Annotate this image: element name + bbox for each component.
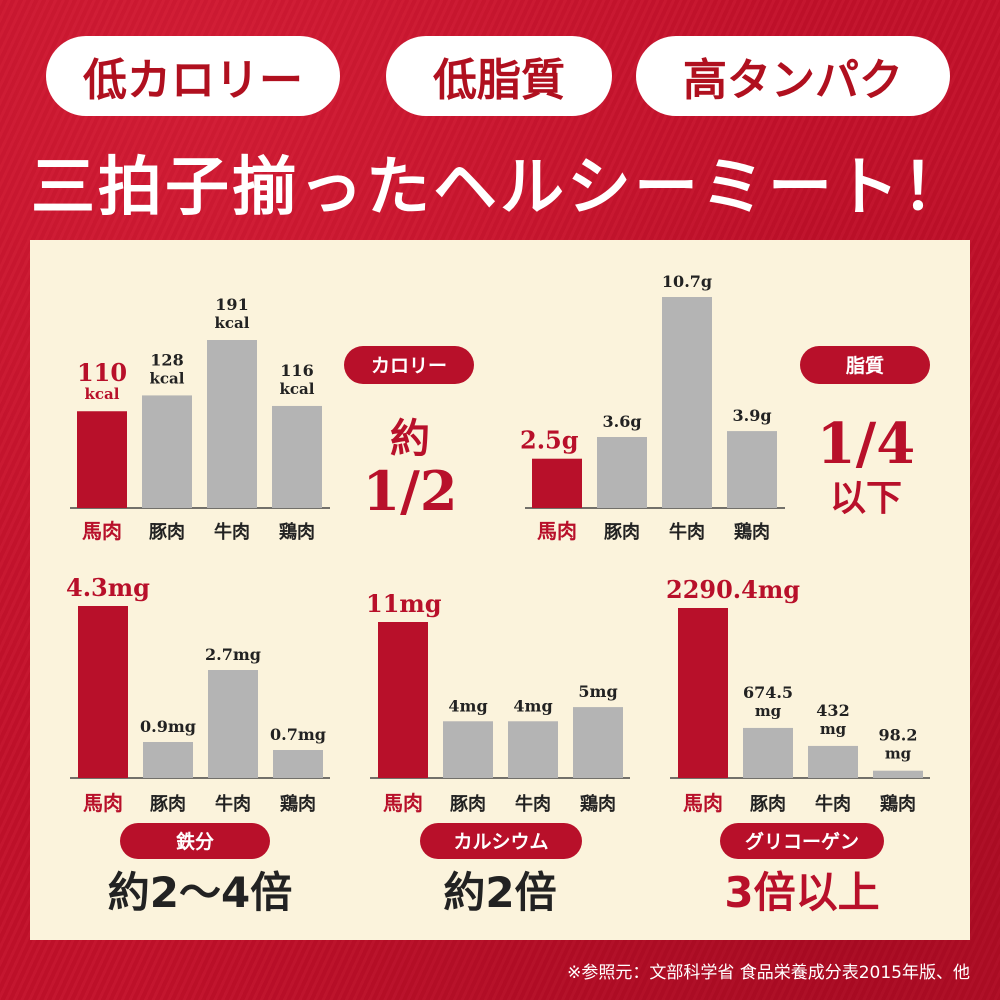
data-label-unit: mg bbox=[755, 702, 782, 720]
metric-badge-label: カロリー bbox=[371, 355, 447, 377]
data-label: 4.3mg bbox=[66, 573, 150, 602]
category-label: 馬肉 bbox=[83, 791, 123, 815]
metric-badge-label: 鉄分 bbox=[176, 830, 214, 853]
category-label: 鶏肉 bbox=[734, 521, 770, 543]
metric-badge bbox=[800, 346, 930, 384]
bar-horse bbox=[378, 622, 428, 778]
summary-text: 約2～4倍 bbox=[108, 868, 292, 917]
category-label: 牛肉 bbox=[815, 793, 851, 815]
metric-badge-label: グリコーゲン bbox=[745, 830, 859, 853]
data-label: 128 bbox=[150, 350, 183, 369]
summary-text: 約2倍 bbox=[443, 868, 556, 917]
bar-other bbox=[573, 707, 623, 778]
category-label: 牛肉 bbox=[515, 793, 551, 815]
metric-badge-label: カルシウム bbox=[453, 831, 548, 853]
bar-other bbox=[743, 727, 793, 778]
bar-other bbox=[273, 750, 323, 778]
category-label: 鶏肉 bbox=[279, 521, 315, 543]
summary-text: 3倍以上 bbox=[724, 868, 879, 917]
data-label-unit: kcal bbox=[85, 385, 120, 403]
bar-other bbox=[808, 745, 858, 778]
data-label: 191 bbox=[215, 295, 248, 314]
data-label-unit: kcal bbox=[215, 314, 250, 332]
data-label: 4mg bbox=[448, 696, 487, 715]
data-label-unit: mg bbox=[885, 745, 912, 763]
data-label: 10.7g bbox=[662, 272, 712, 291]
data-label-unit: kcal bbox=[150, 369, 185, 387]
data-label: 4mg bbox=[513, 696, 552, 715]
data-label: 432 bbox=[816, 701, 849, 720]
data-label: 0.7mg bbox=[270, 725, 326, 744]
category-label: 牛肉 bbox=[669, 521, 705, 543]
category-label: 豚肉 bbox=[750, 793, 786, 815]
metric-badge bbox=[720, 823, 884, 859]
data-label: 116 bbox=[280, 361, 313, 380]
metric-badge bbox=[120, 823, 270, 859]
bar-other bbox=[272, 405, 322, 508]
pill-high-protein: 高タンパク bbox=[636, 36, 950, 116]
data-label: 2290.4mg bbox=[666, 575, 800, 604]
bar-horse bbox=[77, 411, 127, 508]
category-label: 牛肉 bbox=[214, 521, 250, 543]
category-label: 牛肉 bbox=[215, 793, 251, 815]
data-label: 2.5g bbox=[520, 426, 579, 455]
metric-badge bbox=[344, 346, 474, 384]
bar-other bbox=[207, 340, 257, 508]
metric-badge-label: 脂質 bbox=[846, 354, 884, 377]
bar-other bbox=[443, 721, 493, 778]
category-label: 豚肉 bbox=[604, 521, 640, 543]
category-label: 馬肉 bbox=[537, 519, 577, 543]
pill-low-fat: 低脂質 bbox=[386, 36, 612, 116]
pill-low-calorie: 低カロリー bbox=[46, 36, 340, 116]
category-label: 馬肉 bbox=[683, 791, 723, 815]
bar-other bbox=[142, 395, 192, 508]
summary-bottom: 1/2 bbox=[363, 459, 458, 523]
summary-top: 約 bbox=[390, 416, 430, 462]
bar-other bbox=[143, 742, 193, 778]
bar-other bbox=[727, 431, 777, 508]
category-label: 鶏肉 bbox=[280, 793, 316, 815]
summary-bottom: 以下 bbox=[830, 478, 902, 519]
category-label: 馬肉 bbox=[82, 519, 122, 543]
data-label: 3.9g bbox=[732, 406, 771, 425]
footnote: ※参照元：文部科学省 食品栄養成分表2015年版、他 bbox=[567, 963, 970, 983]
bar-horse bbox=[532, 458, 582, 508]
headline: 三拍子揃ったヘルシーミート！ bbox=[31, 151, 969, 225]
bar-other bbox=[208, 670, 258, 778]
category-label: 鶏肉 bbox=[880, 793, 916, 815]
summary-top: 1/4 bbox=[817, 411, 915, 477]
bar-other bbox=[508, 721, 558, 778]
data-label: 3.6g bbox=[602, 412, 641, 431]
bar-other bbox=[662, 297, 712, 508]
category-label: 鶏肉 bbox=[580, 793, 616, 815]
metric-badge bbox=[420, 823, 582, 859]
data-label: 110 bbox=[77, 358, 127, 387]
data-label: 98.2 bbox=[879, 726, 918, 745]
category-label: 豚肉 bbox=[149, 521, 185, 543]
bar-other bbox=[873, 770, 923, 778]
data-label-unit: kcal bbox=[280, 380, 315, 398]
data-label: 5mg bbox=[578, 682, 617, 701]
bar-horse bbox=[78, 606, 128, 778]
data-label-unit: mg bbox=[820, 720, 847, 738]
data-label: 0.9mg bbox=[140, 717, 196, 736]
category-label: 豚肉 bbox=[450, 793, 486, 815]
data-label: 2.7mg bbox=[205, 645, 261, 664]
bar-horse bbox=[678, 608, 728, 778]
bar-other bbox=[597, 437, 647, 508]
data-label: 11mg bbox=[366, 589, 442, 618]
data-label: 674.5 bbox=[743, 683, 793, 702]
category-label: 豚肉 bbox=[150, 793, 186, 815]
category-label: 馬肉 bbox=[383, 791, 423, 815]
